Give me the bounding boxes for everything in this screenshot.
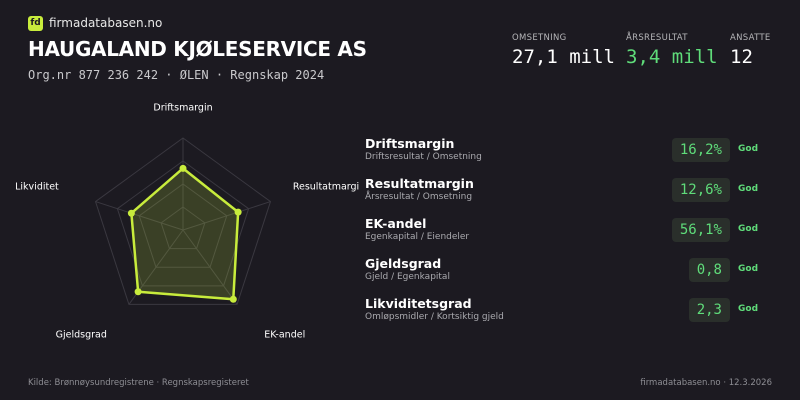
metric-rating: God	[738, 224, 759, 234]
metric-value: 12,6%	[671, 178, 730, 202]
radar-point	[134, 288, 142, 296]
radar-area	[130, 167, 240, 301]
radar-grid	[116, 160, 250, 287]
metric-formula: Årsresultat / Omsetning	[365, 192, 473, 202]
metric-formula: Driftsresultat / Omsetning	[365, 152, 482, 162]
metric-rating: God	[738, 264, 759, 274]
metric-rating: God	[738, 184, 759, 194]
radar-grid	[138, 183, 228, 268]
radar-spoke	[182, 229, 238, 305]
radar-axis-label: Resultatmargin	[293, 181, 360, 192]
metric-formula: Egenkapital / Eiendeler	[365, 232, 470, 242]
radar-chart: Driftsmargin Resultatmargin EK-andel Gjelds…	[15, 103, 360, 341]
radar-grid	[160, 206, 206, 250]
metric-value: 56,1%	[671, 218, 730, 242]
metric-value: 2,3	[688, 298, 730, 322]
radar-point	[234, 208, 242, 216]
radar-axis-label: EK-andel	[264, 330, 305, 341]
stat-label: ÅRSRESULTAT	[626, 33, 688, 43]
logo: fd	[28, 16, 43, 31]
metric-name: Driftsmargin	[365, 136, 455, 151]
stat-value: 12	[730, 46, 753, 68]
metric-name: Resultatmargin	[365, 176, 474, 191]
metric-formula: Omløpsmidler / Kortsiktig gjeld	[365, 312, 504, 322]
metric-value: 16,2%	[671, 138, 730, 162]
radar-axis-label: Driftsmargin	[153, 103, 212, 114]
metric-name: Gjeldsgrad	[365, 256, 442, 271]
brand: firmadatabasen.no	[49, 16, 163, 30]
radar-spoke	[95, 201, 184, 231]
radar-point	[229, 295, 237, 303]
source: Kilde: Brønnøysundregistrene · Regnskaps…	[28, 378, 249, 388]
stat-label: ANSATTE	[730, 33, 771, 43]
stat-value: 27,1 mill	[512, 46, 615, 68]
subtitle: Org.nr 877 236 242 · ØLEN · Regnskap 202…	[28, 68, 325, 82]
radar-axis-label: Gjeldsgrad	[56, 330, 107, 341]
company-title: HAUGALAND KJØLESERVICE AS	[28, 37, 367, 61]
radar-point	[127, 209, 135, 217]
metric-rating: God	[738, 144, 759, 154]
radar-point	[179, 164, 187, 172]
metric-formula: Gjeld / Egenkapital	[365, 272, 450, 282]
radar-spoke	[182, 201, 271, 231]
metric-value: 0,8	[688, 258, 730, 282]
radar-grid	[94, 137, 272, 305]
metric-name: EK-andel	[365, 216, 427, 231]
stat-label: OMSETNING	[512, 33, 567, 43]
footer-site: firmadatabasen.no · 12.3.2026	[640, 378, 772, 388]
radar-axis-label: Likviditet	[15, 181, 59, 192]
metric-name: Likviditetsgrad	[365, 296, 472, 311]
stat-value: 3,4 mill	[626, 46, 718, 68]
metric-rating: God	[738, 304, 759, 314]
